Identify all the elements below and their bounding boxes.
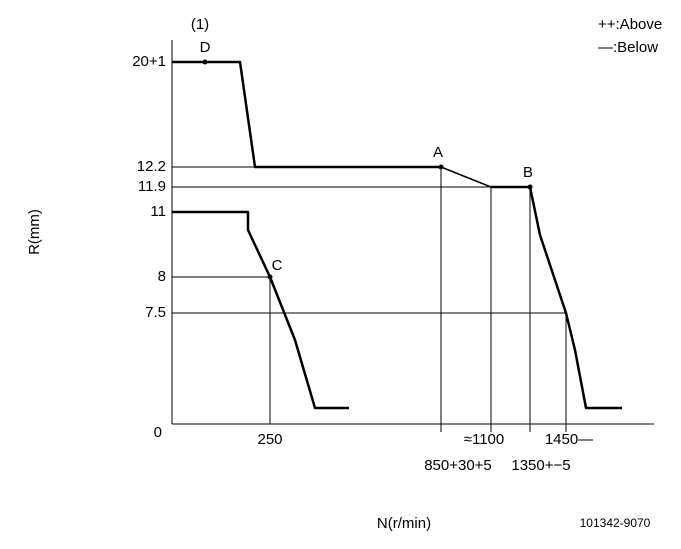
curve-lower — [172, 210, 349, 410]
y-label: 11.9 — [138, 178, 166, 195]
y-label: 0 — [154, 424, 162, 441]
point-dots — [202, 59, 533, 280]
x-label: 850+30+5 — [424, 457, 492, 474]
x-label: 250 — [257, 431, 282, 448]
curve-upper — [172, 60, 441, 169]
point-label: A — [433, 144, 443, 161]
axes — [171, 40, 654, 425]
code: 101342-9070 — [580, 516, 651, 530]
curve-upper-end — [491, 185, 622, 410]
y-label: 8 — [158, 268, 166, 285]
x-label: ≈1100 — [464, 431, 505, 448]
legend-entry: ++:Above — [598, 16, 662, 33]
x-label: 1350+−5 — [511, 457, 570, 474]
reference-lines — [172, 166, 567, 432]
y-label: 7.5 — [145, 304, 166, 321]
curve-slope — [440, 166, 492, 188]
x-axis-label: N(r/min) — [377, 515, 431, 532]
y-label: 12.2 — [137, 158, 166, 175]
point-label: C — [272, 257, 283, 274]
y-axis-label: R(mm) — [26, 209, 43, 255]
note: (1) — [191, 16, 209, 33]
y-label: 20+1 — [132, 53, 166, 70]
x-label: 1450— — [545, 431, 593, 448]
legend-entry: —:Below — [598, 39, 658, 56]
point-label: D — [200, 39, 211, 56]
point-label: B — [523, 164, 533, 181]
y-label: 11 — [150, 203, 166, 220]
